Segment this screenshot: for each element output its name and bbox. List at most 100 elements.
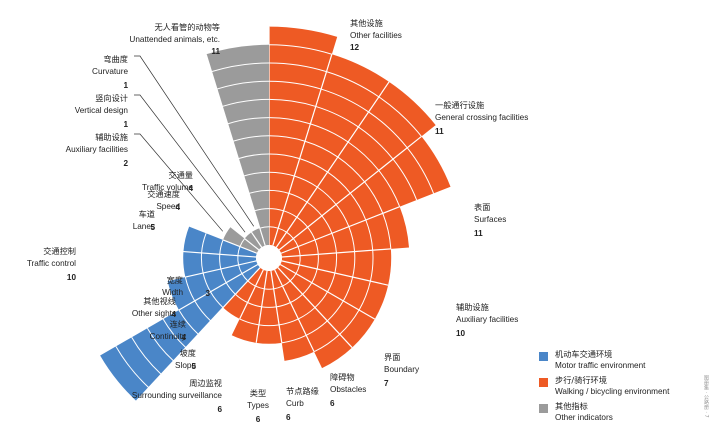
category-label: 辅助设施 Auxiliary facilities 2 [66,132,129,168]
category-label-en: Surrounding surveillance [132,391,223,400]
wedge-ring-line [378,96,422,137]
wedge-separator [250,231,263,248]
category-label-en: General crossing facilities [435,113,528,122]
wedge-separator [185,260,257,278]
wedge-other [251,228,266,248]
wedge-other [206,44,269,246]
legend-item-motor: 机动车交通环境 Motor traffic environment [539,349,709,373]
wedge-other [223,227,259,254]
category-value-label: 7 [384,379,389,388]
category-label: 辅助设施 Auxiliary facilities 10 [456,302,518,338]
category-label-cn: 类型 [250,388,266,398]
wedge-ring-line [368,111,408,149]
wedge-ring-line [268,44,332,55]
wedge-motor [100,264,261,401]
category-label: 类型 Types 6 [247,388,269,424]
category-value-label: 5 [191,362,196,371]
wedge-separator [178,263,259,311]
category-label-en: Auxiliary facilities [456,315,518,324]
legend-label-en: Motor traffic environment [555,361,646,370]
category-value-label: 10 [456,329,466,338]
category-label-en: Auxiliary facilities [66,145,128,154]
category-value-label: 2 [123,159,128,168]
wedge-walk [276,81,436,250]
wedge-ring-line [211,62,270,73]
category-value-label: 3 [205,289,210,298]
wedge-ring-line [268,62,327,73]
wedge-separator [222,239,258,254]
wedge-separator [255,270,268,343]
wedge-ring-line [378,170,401,207]
chart-leader-lines [134,55,255,233]
category-label-cn: 车道 [139,209,155,219]
category-label-cn: 界面 [384,352,400,362]
category-label: 节点路缘 Curb 6 [286,386,319,422]
wedge-ring-line [146,327,174,362]
wedge-ring-line [268,117,311,125]
category-label-cn: 节点路缘 [286,386,319,396]
category-label-cn: 交通控制 [43,246,76,256]
category-label-en: Other facilities [350,31,402,40]
category-value-label: 11 [474,229,483,238]
legend-item-walking: 步行/骑行环境 Walking / bicycling environment [539,375,709,399]
legend-label-en: Other indicators [555,413,613,422]
category-label: 无人看管的动物等 Unattended animals, etc. 11 [129,22,220,56]
wedge-walk [269,26,338,246]
wedge-separator [278,135,422,251]
legend: 机动车交通环境 Motor traffic environment 步行/骑行环… [539,349,709,427]
category-label-en: Lanes [133,222,155,231]
category-value-label: 11 [211,47,220,56]
category-label: 周边监视 Surrounding surveillance 6 [132,378,223,414]
wedge-ring-line [131,337,162,375]
category-value-label: 6 [286,413,291,422]
category-label: 宽度 Width 3 [162,275,210,298]
wedge-walk [279,136,451,254]
legend-swatch [539,352,548,361]
wedge-walk [270,269,315,361]
wedge-ring-line [115,346,150,388]
category-label-en: Curvature [92,67,128,76]
category-value-label: 12 [350,43,360,52]
category-label-cn: 周边监视 [189,378,222,388]
wedge-walk [281,206,410,258]
category-label-cn: 表面 [474,202,490,212]
wedge-walk [280,260,389,320]
wedge-separator [272,54,333,246]
category-label-en: Surfaces [474,215,506,224]
wedge-separator [244,238,260,251]
category-label-cn: 竖向设计 [95,93,128,103]
category-label-cn: 其他设施 [350,18,383,28]
legend-label-cn: 步行/骑行环境 [555,375,607,385]
wedge-separator [239,269,264,320]
category-label-en: Speed [156,202,180,211]
category-label-cn: 交通量 [168,170,193,180]
leader-line [134,55,255,227]
category-label-cn: 其他视线 [143,296,176,306]
wedge-ring-line [310,123,349,143]
wedge-separator [281,248,391,258]
category-value-label: 1 [123,81,128,90]
legend-swatch [539,378,548,387]
category-label: 障碍物 Obstacles 6 [330,372,366,408]
category-value-label: 4 [181,333,186,342]
wedge-separator [281,260,389,286]
category-label-cn: 交通速度 [147,189,180,199]
category-label-en: Types [247,401,269,410]
legend-label-cn: 其他指标 [555,401,588,411]
category-label: 交通控制 Traffic control 10 [27,246,77,282]
category-value-label: 11 [435,127,444,136]
category-label-en: Width [162,288,183,297]
category-label-cn: 障碍物 [330,372,355,382]
category-label-cn: 连续 [170,319,186,329]
wedge-separator [270,270,283,343]
wedge-ring-line [216,80,270,90]
wedge-other [244,232,262,250]
wedge-walk [274,267,353,369]
wedge-ring-line [358,126,394,160]
wedge-motor [167,260,258,310]
